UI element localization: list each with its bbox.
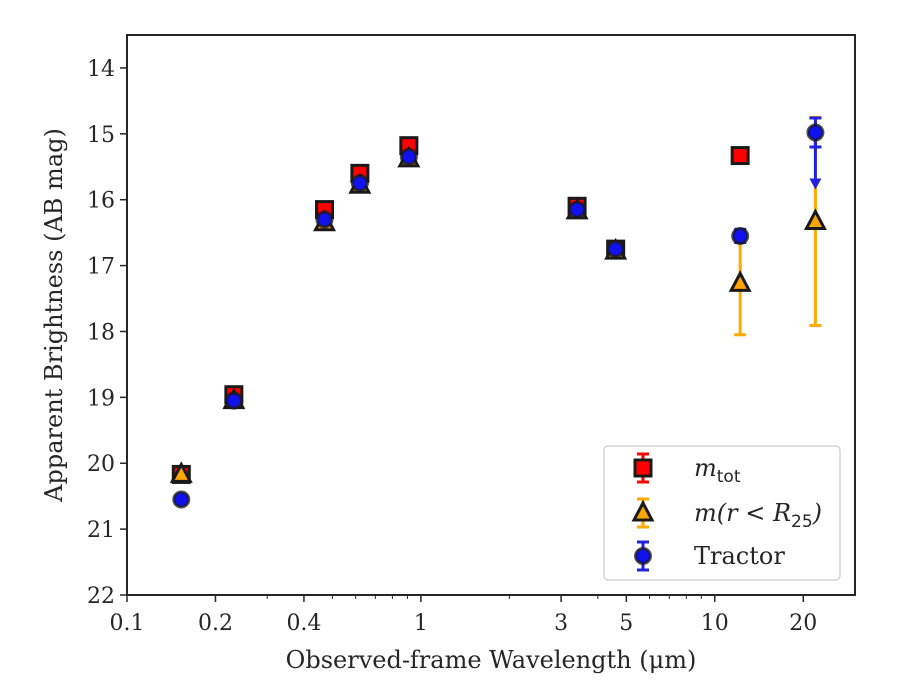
x-tick-label: 1 [414,611,428,636]
x-tick-label: 0.1 [110,611,145,636]
marker-mtot [730,146,750,166]
y-tick-label: 22 [87,584,115,609]
legend-marker-mr25 [631,499,655,522]
legend-label-main: m(r < R [694,499,791,527]
marker-tractor [399,147,418,166]
marker-mr25 [728,270,752,292]
marker-mr25 [803,208,827,230]
legend-label-mr25: m(r < R25) [694,499,822,532]
x-tick-label: 3 [554,611,568,636]
marker-tractor [731,226,750,245]
marker-tractor [172,490,191,509]
tick-layer: 0.1 0.2 0.4 1 3 5 10 20 14 15 16 17 18 19 20 21 22 [87,57,817,636]
x-tick-label: 10 [701,611,729,636]
marker-tractor [606,240,625,259]
legend-label-mtot: mtot [694,454,741,487]
marker-tractor [806,123,825,142]
plot-frame [126,34,856,596]
x-tick-label: 20 [789,611,817,636]
marker-tractor [350,174,369,193]
marker-tractor [224,391,243,410]
x-axis-label: Observed-frame Wavelength (μm) [286,646,697,674]
y-tick-label: 14 [87,57,115,82]
legend-marker-tractor [634,547,652,565]
legend: mtot m(r < R25) Tractor [603,445,841,581]
legend-label-subscript: tot [717,467,741,487]
legend-label-tail: ) [812,499,822,527]
marker-layer [169,123,827,509]
y-tick-label: 16 [87,189,115,214]
y-tick-label: 18 [87,320,115,345]
x-tick-label: 5 [619,611,633,636]
marker-tractor [315,210,334,229]
y-tick-label: 15 [87,123,115,148]
x-tick-label: 0.2 [198,611,233,636]
legend-marker-mtot [633,458,653,478]
y-tick-label: 20 [87,452,115,477]
y-axis-label: Apparent Brightness (AB mag) [40,128,68,503]
legend-label-subscript: 25 [791,512,813,532]
y-tick-label: 19 [87,386,115,411]
upper-limit-arrow-tractor [809,132,822,190]
marker-tractor [568,200,587,219]
marker-mr25 [169,461,193,483]
legend-label-tractor: Tractor [694,542,785,570]
legend-label-main: m [694,454,717,482]
upper-limit-arrow-head [809,178,822,190]
legend-frame [603,445,841,581]
legend-label-main: Tractor [694,542,785,570]
legend-entries: mtot m(r < R25) Tractor [631,452,822,572]
y-tick-label: 17 [87,255,115,280]
y-tick-label: 21 [87,518,115,543]
x-tick-label: 0.4 [286,611,321,636]
